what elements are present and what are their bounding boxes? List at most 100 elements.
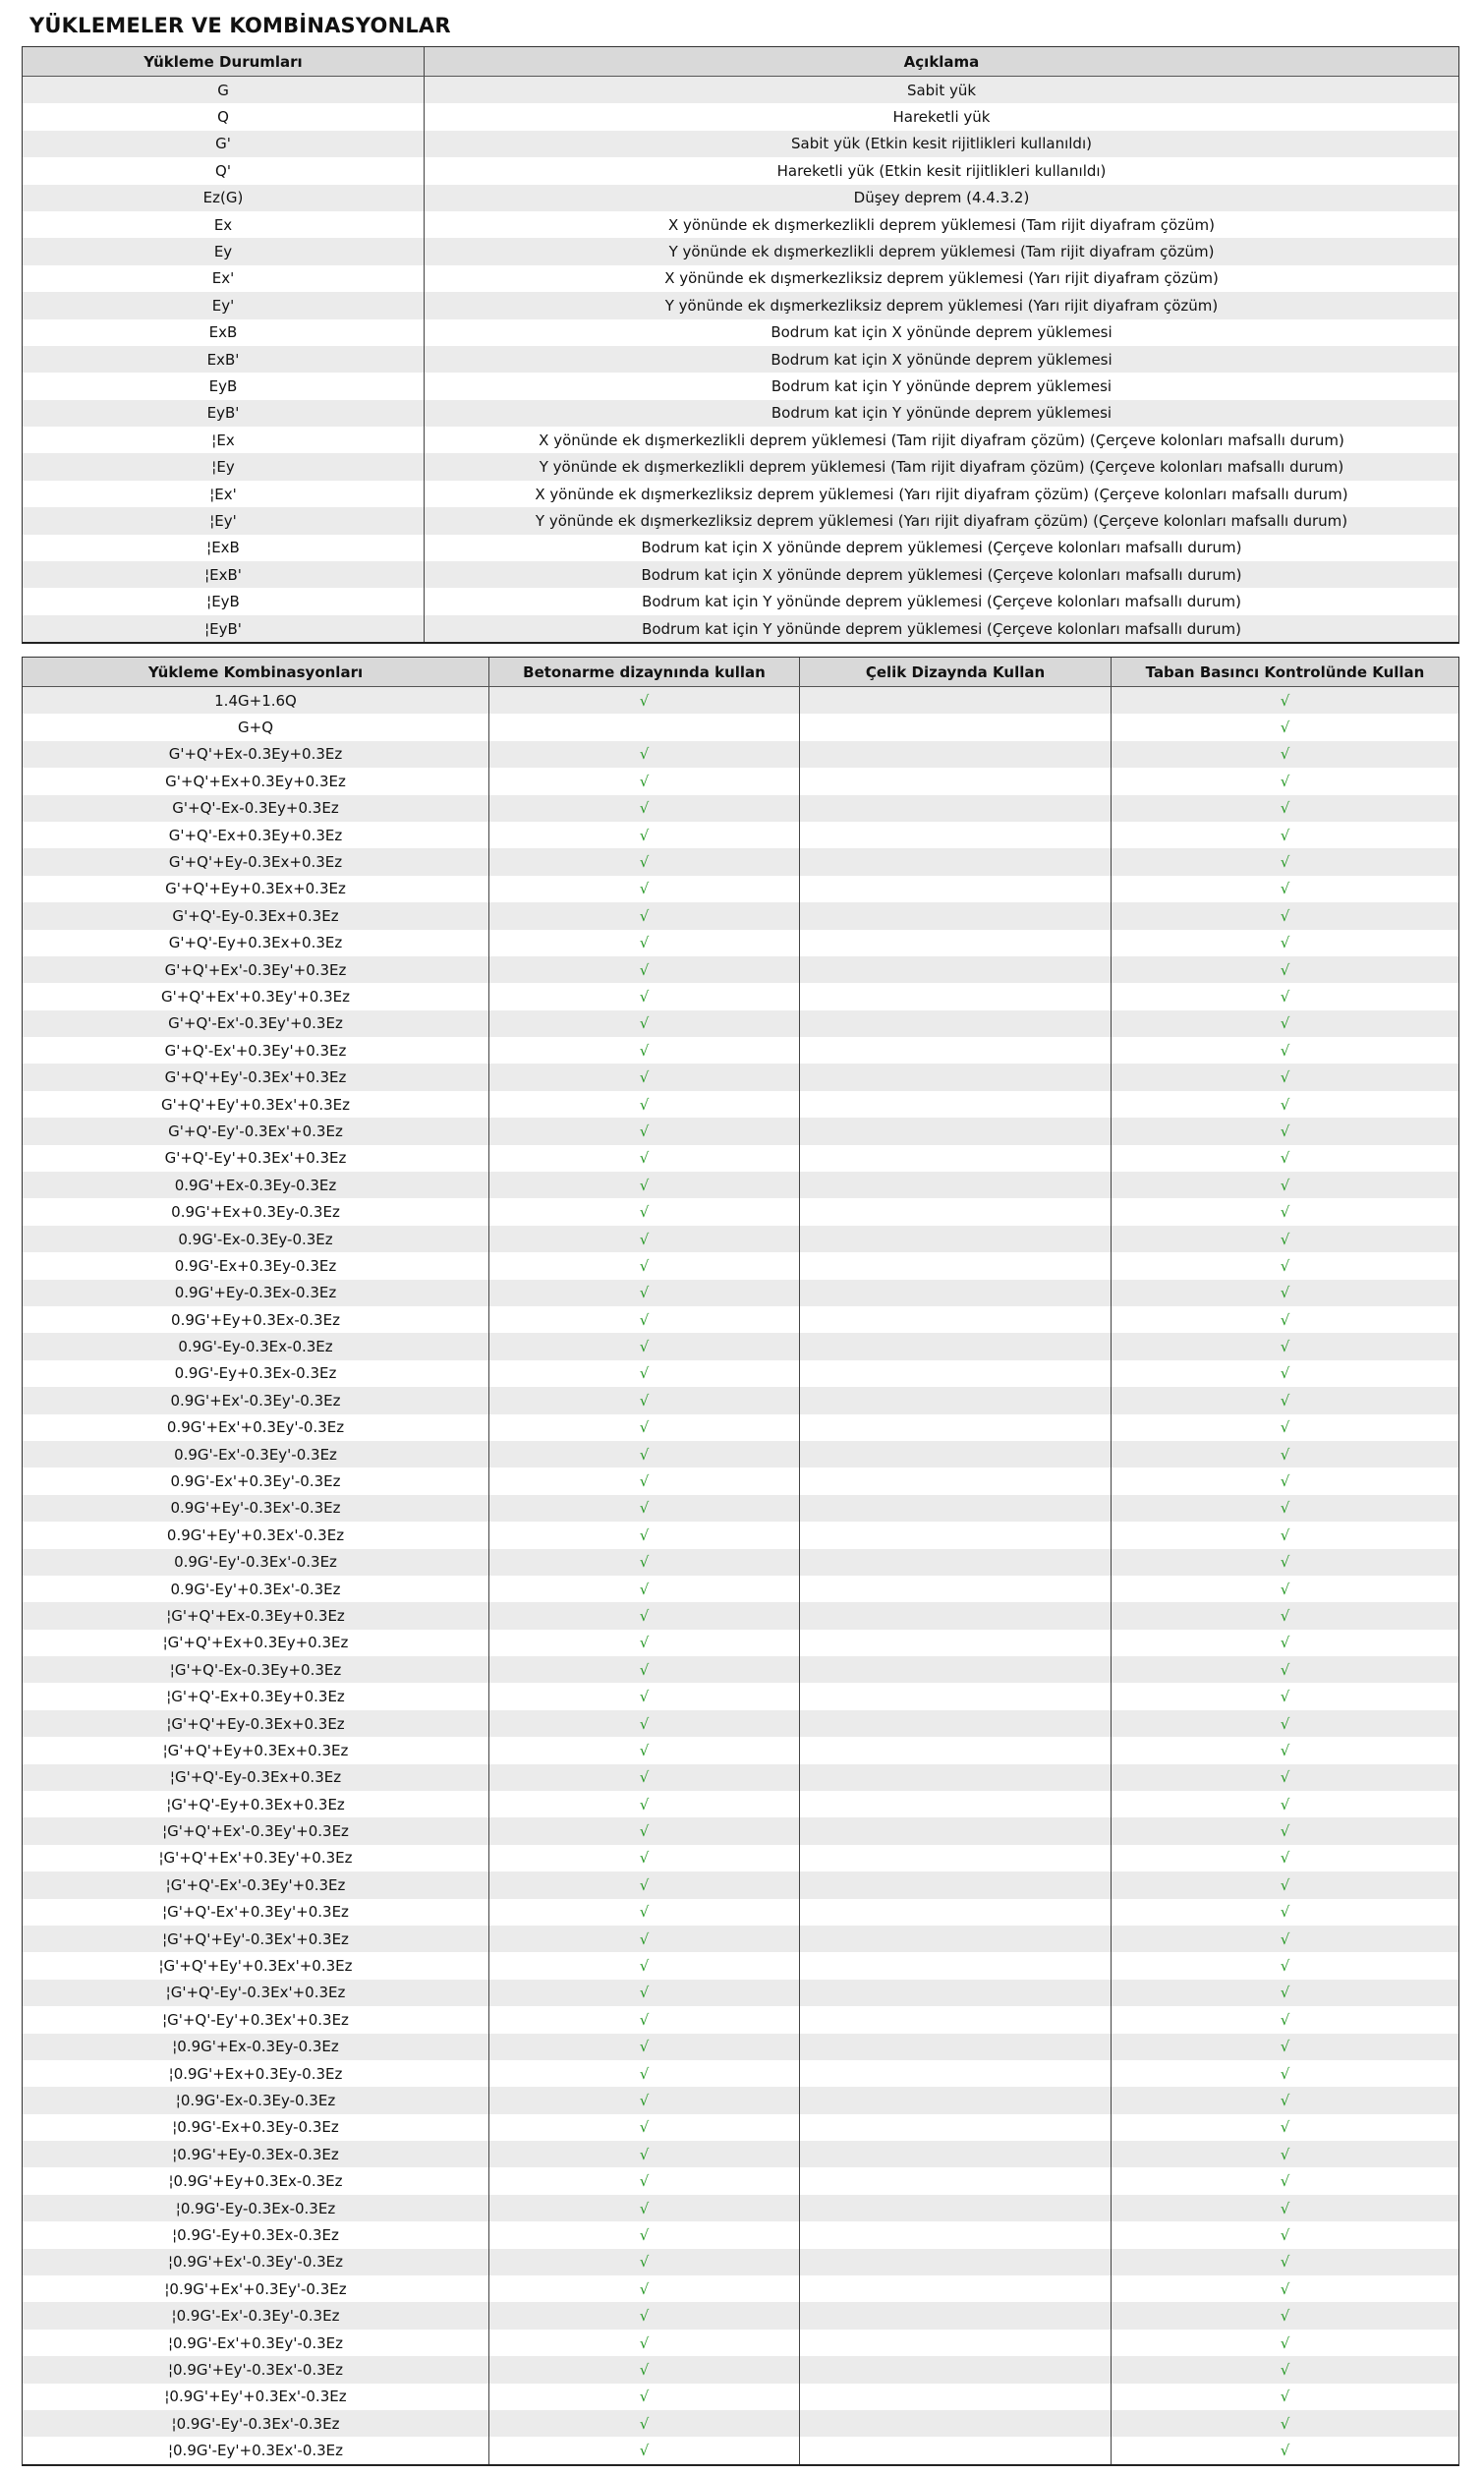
steel-design-cell[interactable] bbox=[799, 1844, 1111, 1872]
steel-design-cell[interactable] bbox=[799, 1548, 1111, 1576]
concrete-design-cell[interactable]: √ bbox=[488, 1817, 799, 1845]
concrete-design-cell[interactable]: √ bbox=[488, 740, 799, 769]
foundation-pressure-cell[interactable]: √ bbox=[1111, 714, 1458, 741]
steel-design-cell[interactable] bbox=[799, 1468, 1111, 1495]
steel-design-cell[interactable] bbox=[799, 1387, 1111, 1414]
foundation-pressure-cell[interactable]: √ bbox=[1111, 1305, 1458, 1334]
concrete-design-cell[interactable]: √ bbox=[488, 1763, 799, 1792]
foundation-pressure-cell[interactable]: √ bbox=[1111, 1009, 1458, 1038]
foundation-pressure-cell[interactable]: √ bbox=[1111, 1817, 1458, 1845]
steel-design-cell[interactable] bbox=[799, 1118, 1111, 1145]
foundation-pressure-cell[interactable]: √ bbox=[1111, 2275, 1458, 2303]
concrete-design-cell[interactable]: √ bbox=[488, 794, 799, 822]
steel-design-cell[interactable] bbox=[799, 1413, 1111, 1441]
concrete-design-cell[interactable]: √ bbox=[488, 821, 799, 849]
foundation-pressure-cell[interactable]: √ bbox=[1111, 2383, 1458, 2410]
foundation-pressure-cell[interactable]: √ bbox=[1111, 1252, 1458, 1280]
foundation-pressure-cell[interactable]: √ bbox=[1111, 1468, 1458, 1495]
steel-design-cell[interactable] bbox=[799, 2437, 1111, 2464]
concrete-design-cell[interactable]: √ bbox=[488, 2302, 799, 2330]
concrete-design-cell[interactable]: √ bbox=[488, 1118, 799, 1145]
foundation-pressure-cell[interactable]: √ bbox=[1111, 1871, 1458, 1899]
foundation-pressure-cell[interactable]: √ bbox=[1111, 1898, 1458, 1926]
foundation-pressure-cell[interactable]: √ bbox=[1111, 2437, 1458, 2464]
foundation-pressure-cell[interactable]: √ bbox=[1111, 2141, 1458, 2168]
foundation-pressure-cell[interactable]: √ bbox=[1111, 1440, 1458, 1468]
steel-design-cell[interactable] bbox=[799, 2383, 1111, 2410]
concrete-design-cell[interactable]: √ bbox=[488, 1172, 799, 1199]
concrete-design-cell[interactable]: √ bbox=[488, 1387, 799, 1414]
concrete-design-cell[interactable]: √ bbox=[488, 2087, 799, 2114]
steel-design-cell[interactable] bbox=[799, 2410, 1111, 2438]
concrete-design-cell[interactable]: √ bbox=[488, 2006, 799, 2034]
concrete-design-cell[interactable]: √ bbox=[488, 2329, 799, 2357]
steel-design-cell[interactable] bbox=[799, 2194, 1111, 2222]
steel-design-cell[interactable] bbox=[799, 1763, 1111, 1792]
concrete-design-cell[interactable]: √ bbox=[488, 983, 799, 1010]
steel-design-cell[interactable] bbox=[799, 955, 1111, 984]
concrete-design-cell[interactable]: √ bbox=[488, 1602, 799, 1630]
concrete-design-cell[interactable]: √ bbox=[488, 848, 799, 876]
concrete-design-cell[interactable]: √ bbox=[488, 1522, 799, 1549]
foundation-pressure-cell[interactable]: √ bbox=[1111, 1413, 1458, 1441]
foundation-pressure-cell[interactable]: √ bbox=[1111, 1952, 1458, 1980]
concrete-design-cell[interactable]: √ bbox=[488, 1548, 799, 1576]
steel-design-cell[interactable] bbox=[799, 929, 1111, 956]
foundation-pressure-cell[interactable]: √ bbox=[1111, 687, 1458, 715]
concrete-design-cell[interactable]: √ bbox=[488, 1737, 799, 1764]
steel-design-cell[interactable] bbox=[799, 2113, 1111, 2142]
steel-design-cell[interactable] bbox=[799, 2087, 1111, 2114]
foundation-pressure-cell[interactable]: √ bbox=[1111, 1763, 1458, 1792]
steel-design-cell[interactable] bbox=[799, 1359, 1111, 1388]
steel-design-cell[interactable] bbox=[799, 1225, 1111, 1253]
foundation-pressure-cell[interactable]: √ bbox=[1111, 1548, 1458, 1576]
foundation-pressure-cell[interactable]: √ bbox=[1111, 1198, 1458, 1226]
concrete-design-cell[interactable]: √ bbox=[488, 1925, 799, 1953]
steel-design-cell[interactable] bbox=[799, 983, 1111, 1010]
foundation-pressure-cell[interactable]: √ bbox=[1111, 955, 1458, 984]
concrete-design-cell[interactable]: √ bbox=[488, 2141, 799, 2168]
concrete-design-cell[interactable]: √ bbox=[488, 1440, 799, 1468]
steel-design-cell[interactable] bbox=[799, 768, 1111, 795]
foundation-pressure-cell[interactable]: √ bbox=[1111, 2221, 1458, 2249]
steel-design-cell[interactable] bbox=[799, 1333, 1111, 1360]
steel-design-cell[interactable] bbox=[799, 2167, 1111, 2195]
steel-design-cell[interactable] bbox=[799, 2141, 1111, 2168]
steel-design-cell[interactable] bbox=[799, 714, 1111, 741]
foundation-pressure-cell[interactable]: √ bbox=[1111, 2194, 1458, 2222]
foundation-pressure-cell[interactable]: √ bbox=[1111, 2167, 1458, 2195]
foundation-pressure-cell[interactable]: √ bbox=[1111, 1925, 1458, 1953]
concrete-design-cell[interactable]: √ bbox=[488, 902, 799, 930]
concrete-design-cell[interactable] bbox=[488, 714, 799, 741]
foundation-pressure-cell[interactable]: √ bbox=[1111, 2059, 1458, 2088]
concrete-design-cell[interactable]: √ bbox=[488, 1198, 799, 1226]
foundation-pressure-cell[interactable]: √ bbox=[1111, 1602, 1458, 1630]
concrete-design-cell[interactable]: √ bbox=[488, 1494, 799, 1523]
steel-design-cell[interactable] bbox=[799, 794, 1111, 822]
steel-design-cell[interactable] bbox=[799, 875, 1111, 903]
foundation-pressure-cell[interactable]: √ bbox=[1111, 1737, 1458, 1764]
concrete-design-cell[interactable]: √ bbox=[488, 2194, 799, 2222]
foundation-pressure-cell[interactable]: √ bbox=[1111, 2248, 1458, 2276]
steel-design-cell[interactable] bbox=[799, 2248, 1111, 2276]
steel-design-cell[interactable] bbox=[799, 2059, 1111, 2088]
concrete-design-cell[interactable]: √ bbox=[488, 2437, 799, 2464]
steel-design-cell[interactable] bbox=[799, 2221, 1111, 2249]
foundation-pressure-cell[interactable]: √ bbox=[1111, 929, 1458, 956]
steel-design-cell[interactable] bbox=[799, 1737, 1111, 1764]
foundation-pressure-cell[interactable]: √ bbox=[1111, 1118, 1458, 1145]
concrete-design-cell[interactable]: √ bbox=[488, 2383, 799, 2410]
steel-design-cell[interactable] bbox=[799, 1683, 1111, 1710]
steel-design-cell[interactable] bbox=[799, 1629, 1111, 1657]
steel-design-cell[interactable] bbox=[799, 1952, 1111, 1980]
foundation-pressure-cell[interactable]: √ bbox=[1111, 1037, 1458, 1065]
concrete-design-cell[interactable]: √ bbox=[488, 1871, 799, 1899]
concrete-design-cell[interactable]: √ bbox=[488, 2275, 799, 2303]
foundation-pressure-cell[interactable]: √ bbox=[1111, 1359, 1458, 1388]
concrete-design-cell[interactable]: √ bbox=[488, 1952, 799, 1980]
steel-design-cell[interactable] bbox=[799, 1252, 1111, 1280]
foundation-pressure-cell[interactable]: √ bbox=[1111, 1090, 1458, 1119]
foundation-pressure-cell[interactable]: √ bbox=[1111, 2329, 1458, 2357]
steel-design-cell[interactable] bbox=[799, 1925, 1111, 1953]
concrete-design-cell[interactable]: √ bbox=[488, 875, 799, 903]
